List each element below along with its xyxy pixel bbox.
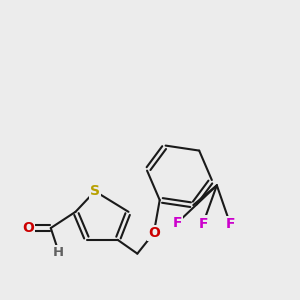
- Text: O: O: [22, 221, 34, 235]
- Text: O: O: [148, 226, 160, 240]
- Text: F: F: [172, 216, 182, 230]
- Text: F: F: [226, 218, 235, 232]
- Text: F: F: [198, 217, 208, 231]
- Text: H: H: [53, 246, 64, 259]
- Text: S: S: [90, 184, 100, 198]
